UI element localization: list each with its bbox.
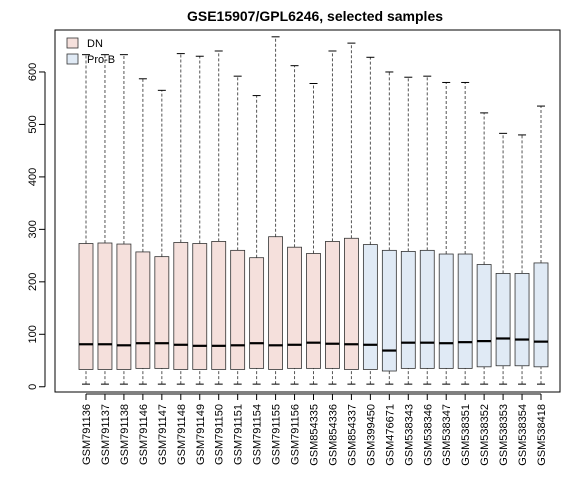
box-GSM791149: [192, 55, 208, 385]
y-tick-label: 600: [27, 63, 39, 81]
box-GSM399450: [362, 56, 378, 385]
legend-entry-pro-b: Pro-B: [66, 53, 115, 66]
x-tick-label: GSM538352: [479, 404, 491, 466]
box-GSM791155: [268, 36, 283, 385]
x-tick-label: GSM538346: [422, 404, 434, 466]
box-GSM538343: [400, 76, 416, 385]
x-tick-label: GSM399450: [365, 404, 377, 466]
x-tick-label: GSM791138: [119, 404, 131, 465]
y-tick-label: 500: [27, 115, 39, 133]
legend-entry-dn: DN: [66, 37, 103, 50]
iqr-box: [457, 253, 473, 369]
box-GSM538354: [514, 134, 530, 385]
legend-label: DN: [87, 38, 103, 50]
iqr-box: [325, 241, 340, 369]
box-GSM854337: [344, 42, 359, 385]
iqr-box: [173, 242, 189, 370]
y-tick-label: 200: [27, 273, 39, 291]
x-tick-label: GSM791147: [157, 404, 169, 465]
box-GSM791148: [173, 53, 189, 385]
iqr-box: [287, 246, 302, 369]
x-tick-label: GSM791149: [195, 404, 207, 465]
x-tick-label: GSM538343: [403, 404, 415, 466]
iqr-box: [400, 250, 416, 369]
box-GSM538347: [438, 81, 454, 385]
x-tick-label: GSM791154: [252, 404, 264, 465]
iqr-box: [362, 244, 378, 370]
y-tick-label: 0: [27, 384, 39, 390]
iqr-box: [230, 249, 246, 370]
x-tick-label: GSM538418: [536, 404, 548, 466]
box-GSM854336: [325, 50, 340, 385]
iqr-box: [438, 253, 454, 369]
box-GSM791147: [154, 89, 170, 385]
iqr-box: [495, 273, 511, 367]
box-GSM538351: [457, 81, 473, 385]
x-tick-label: GSM791150: [214, 404, 226, 465]
x-tick-label: GSM538351: [460, 404, 472, 466]
y-tick-label: 100: [27, 325, 39, 343]
box-GSM791150: [211, 50, 227, 385]
y-tick-label: 300: [27, 220, 39, 238]
iqr-box: [306, 253, 321, 369]
legend-swatch: [66, 37, 79, 49]
iqr-box: [476, 264, 492, 368]
x-tick-label: GSM791155: [271, 404, 283, 465]
y-axis: 0 100 200 300 400 500 600: [27, 63, 46, 390]
x-tick-label: GSM791151: [233, 404, 245, 465]
x-tick-label: GSM791146: [138, 404, 150, 465]
box-GSM791138: [116, 54, 132, 385]
legend-swatch: [66, 53, 79, 65]
box-GSM538352: [476, 112, 492, 385]
box-GSM791137: [97, 54, 113, 385]
box-GSM538346: [419, 75, 435, 385]
x-tick-label: GSM854335: [309, 404, 321, 466]
x-tick-label: GSM791148: [176, 404, 188, 465]
box-GSM538418: [533, 105, 549, 385]
iqr-box: [514, 273, 530, 367]
iqr-box: [533, 262, 549, 368]
iqr-box: [192, 243, 208, 370]
x-tick-label: GSM791137: [100, 404, 112, 465]
chart-title: GSE15907/GPL6246, selected samples: [187, 8, 443, 24]
x-tick-label: GSM538353: [498, 404, 510, 466]
iqr-box: [211, 241, 227, 370]
legend-label: Pro-B: [87, 54, 115, 66]
box-GSM854335: [306, 83, 321, 385]
x-tick-label: GSM791156: [290, 404, 302, 465]
x-axis: GSM791136 GSM791137 GSM791138 GSM791146 GSM7…: [81, 393, 548, 466]
iqr-box: [97, 242, 113, 370]
x-tick-label: GSM854337: [346, 404, 358, 466]
y-tick-label: 400: [27, 168, 39, 186]
iqr-box: [249, 257, 265, 369]
iqr-box: [135, 251, 151, 369]
iqr-box: [116, 243, 132, 370]
plot-frame: [54, 29, 561, 393]
box-GSM791151: [230, 75, 246, 385]
iqr-box: [154, 256, 170, 369]
x-tick-label: GSM538347: [441, 404, 453, 466]
iqr-box: [268, 236, 283, 370]
x-tick-label: GSM791136: [81, 404, 93, 465]
x-tick-label: GSM854336: [327, 404, 339, 466]
iqr-box: [381, 249, 397, 372]
iqr-box: [344, 237, 359, 370]
iqr-box: [419, 249, 435, 369]
legend: DN Pro-B: [66, 37, 115, 66]
box-GSM791136: [78, 54, 94, 385]
boxes: [78, 36, 549, 385]
box-GSM476671: [381, 71, 397, 385]
box-GSM791146: [135, 78, 151, 385]
box-GSM791156: [287, 65, 302, 385]
x-tick-label: GSM538354: [517, 404, 529, 466]
box-GSM791154: [249, 95, 265, 385]
iqr-box: [78, 243, 94, 370]
box-GSM538353: [495, 132, 511, 385]
x-tick-label: GSM476671: [384, 404, 396, 466]
